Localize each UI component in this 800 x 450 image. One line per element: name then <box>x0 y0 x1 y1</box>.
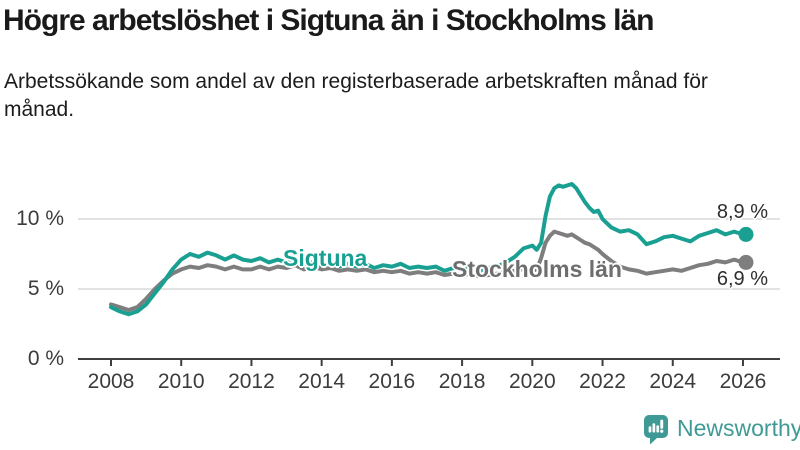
x-tick-label-2026: 2026 <box>719 370 767 393</box>
x-tick-label-2018: 2018 <box>438 370 486 393</box>
series-label-sigtuna: Sigtuna <box>283 245 368 271</box>
end-value-stockholms-lan: 6,9 % <box>716 268 768 290</box>
y-tick-label-10: 10 % <box>16 207 64 230</box>
x-tick-label-2012: 2012 <box>228 370 275 393</box>
page-title: Högre arbetslöshet i Sigtuna än i Stockh… <box>3 4 654 37</box>
line-sigtuna <box>109 182 745 317</box>
y-tick-label-5: 5 % <box>27 277 64 300</box>
newsworthy-logo[interactable]: Newsworthy <box>644 415 800 445</box>
x-tick-label-2024: 2024 <box>649 370 697 393</box>
newsworthy-brand-name: Newsworthy <box>677 415 800 441</box>
x-tick-label-2022: 2022 <box>579 370 626 393</box>
end-value-sigtuna: 8,9 % <box>716 201 768 223</box>
x-tick-label-2020: 2020 <box>508 370 556 393</box>
newsworthy-bubble-chart-icon <box>644 415 668 445</box>
line-stockholm <box>109 229 745 312</box>
x-tick-label-2008: 2008 <box>87 370 135 393</box>
x-tick-label-2016: 2016 <box>368 370 416 393</box>
x-tick-label-2014: 2014 <box>298 370 346 393</box>
y-tick-label-0: 0 % <box>27 347 64 370</box>
series-label-stockholms-lan: Stockholms län <box>452 256 622 282</box>
page-subtitle: Arbetssökande som andel av den registerb… <box>4 70 708 121</box>
x-tick-label-2010: 2010 <box>157 370 205 393</box>
end-dot-sigtuna <box>738 226 754 242</box>
end-dot-stockholm <box>738 254 754 270</box>
